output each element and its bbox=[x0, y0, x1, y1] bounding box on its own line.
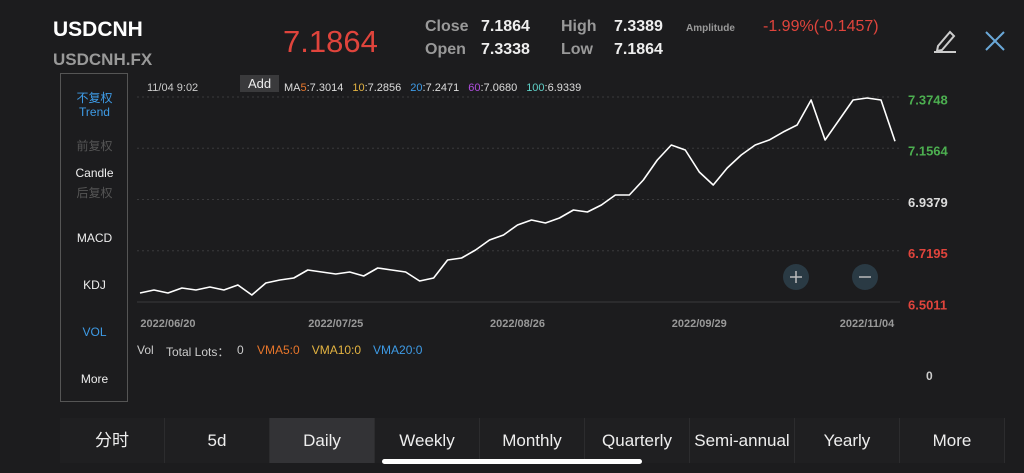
ma-legend: MA5:7.3014 10:7.2856 20:7.2471 60:7.0680 100… bbox=[284, 82, 590, 94]
ma-period: 10 bbox=[352, 82, 365, 94]
period-tab[interactable]: Weekly bbox=[375, 418, 480, 463]
ma-value: :7.0680 bbox=[480, 82, 518, 94]
chart-mode[interactable]: Trend bbox=[79, 105, 110, 119]
period-tab[interactable]: Yearly bbox=[795, 418, 900, 463]
y-tick-label: 6.9379 bbox=[908, 195, 948, 210]
high-value: 7.3389 bbox=[614, 18, 663, 35]
y-tick-label: 6.5011 bbox=[908, 297, 947, 312]
change: -1.99%(-0.1457) bbox=[763, 18, 879, 35]
indicator[interactable]: More bbox=[80, 372, 109, 386]
x-tick-label: 2022/09/29 bbox=[672, 318, 727, 330]
ma-item: 60:7.0680 bbox=[468, 82, 517, 94]
adjust-option[interactable]: 不复权 bbox=[76, 91, 113, 105]
y-tick-label: 6.7195 bbox=[908, 246, 948, 261]
vma-item: VMA10:0 bbox=[311, 343, 362, 357]
open-label: Open bbox=[425, 41, 466, 58]
close-icon[interactable] bbox=[983, 29, 1007, 53]
ma-period: 100 bbox=[526, 82, 545, 94]
vma-legend: VMA5:0 VMA10:0 VMA20:0 bbox=[257, 343, 434, 357]
y-tick-label: 7.3748 bbox=[908, 92, 948, 107]
ma-value: :7.2856 bbox=[364, 82, 402, 94]
x-tick-label: 2022/11/04 bbox=[840, 318, 895, 330]
price-chart: 7.3748 7.1564 6.9379 6.7195 6.5011 2022/06/20… bbox=[137, 92, 949, 330]
close-label: Close bbox=[425, 18, 469, 35]
ma-period: 20 bbox=[410, 82, 423, 94]
close-value: 7.1864 bbox=[481, 18, 530, 35]
ma-value: :7.3014 bbox=[306, 82, 344, 94]
period-tab[interactable]: Quarterly bbox=[585, 418, 690, 463]
y-tick-label: 7.1564 bbox=[908, 144, 949, 159]
ma-value: :6.9339 bbox=[544, 82, 582, 94]
adjust-option[interactable]: 后复权 bbox=[76, 186, 113, 200]
period-tab[interactable]: Daily bbox=[270, 418, 375, 463]
ma-item: MA5:7.3014 bbox=[284, 82, 343, 94]
price: 7.1864 bbox=[283, 24, 378, 59]
ma-item: 100:6.9339 bbox=[526, 82, 581, 94]
indicator[interactable]: KDJ bbox=[83, 278, 106, 292]
low-label: Low bbox=[561, 41, 593, 58]
zoom-out[interactable] bbox=[852, 264, 878, 290]
high-label: High bbox=[561, 18, 597, 35]
ma-prefix: MA bbox=[284, 82, 301, 94]
period-tab[interactable]: Semi-annual bbox=[690, 418, 795, 463]
chart-mode[interactable]: Candle bbox=[75, 166, 114, 180]
symbol-code: USDCNH.FX bbox=[53, 50, 153, 69]
add-button[interactable]: Add bbox=[240, 75, 280, 92]
symbol: USDCNH bbox=[53, 18, 143, 41]
home-indicator bbox=[382, 459, 642, 464]
period-tab[interactable]: 分时 bbox=[60, 418, 165, 463]
period-tab[interactable]: More bbox=[900, 418, 1005, 463]
indicator[interactable]: VOL bbox=[82, 325, 107, 339]
zoom-in[interactable] bbox=[783, 264, 809, 290]
period-tab[interactable]: Monthly bbox=[480, 418, 585, 463]
ma-item: 10:7.2856 bbox=[352, 82, 401, 94]
edit-icon[interactable] bbox=[930, 26, 960, 56]
ma-period: 5 bbox=[300, 82, 307, 94]
x-tick-label: 2022/08/26 bbox=[490, 318, 545, 330]
period-tab[interactable]: 5d bbox=[165, 418, 270, 463]
volume-label: Vol bbox=[137, 343, 154, 357]
ma-item: 20:7.2471 bbox=[410, 82, 459, 94]
volume-axis-label: 0 bbox=[926, 369, 933, 383]
adjust-option[interactable]: 前复权 bbox=[76, 139, 113, 153]
price-line bbox=[139, 97, 896, 296]
indicator[interactable]: MACD bbox=[76, 231, 113, 245]
amplitude-label: Amplitude bbox=[686, 23, 735, 34]
vma-item: VMA20:0 bbox=[373, 343, 423, 357]
ma-value: :7.2471 bbox=[422, 82, 460, 94]
vma-item: VMA5:0 bbox=[257, 343, 300, 357]
low-value: 7.1864 bbox=[614, 41, 663, 58]
indicator-panel: 不复权 Trend 前复权 Candle 后复权 MACD KDJ VOL Mo… bbox=[60, 73, 128, 402]
x-tick-label: 2022/07/25 bbox=[308, 318, 363, 330]
open-value: 7.3338 bbox=[481, 41, 530, 58]
x-tick-label: 2022/06/20 bbox=[140, 318, 195, 330]
ma-period: 60 bbox=[468, 82, 481, 94]
total-lots: 0 bbox=[237, 343, 244, 357]
total-lots-label: Total Lots： bbox=[166, 345, 230, 359]
cursor-time: 11/04 9:02 bbox=[147, 82, 199, 94]
